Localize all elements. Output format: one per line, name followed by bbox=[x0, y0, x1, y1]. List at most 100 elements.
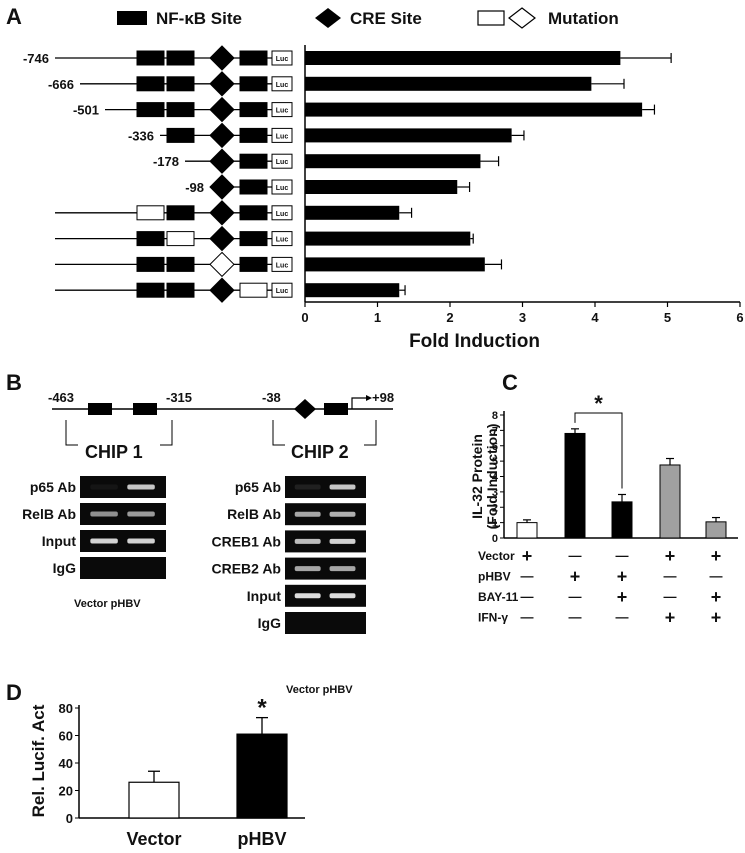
nfkb-site-1 bbox=[136, 256, 165, 272]
c-y-axis-label: IL-32 Protein bbox=[469, 434, 485, 519]
nfkb-site-3 bbox=[239, 50, 268, 66]
c-condition-mark: — bbox=[569, 610, 582, 625]
a-x-tick-label: 4 bbox=[591, 310, 599, 325]
legend-mutation-label: Mutation bbox=[548, 9, 619, 28]
nfkb-site-1 bbox=[136, 282, 165, 298]
c-condition-mark: + bbox=[665, 608, 676, 628]
panel-c-il32-chart: 0 1 2 3 4 5 6 7 8 IL-32 Protein (Fold Induction) * V… bbox=[469, 391, 738, 628]
gel-row-label: IgG bbox=[53, 560, 76, 576]
gel-row bbox=[285, 557, 366, 580]
chip2-bracket-right bbox=[364, 420, 377, 446]
legend-cre-label: CRE Site bbox=[350, 9, 422, 28]
d-y-tick-label: 0 bbox=[66, 811, 73, 826]
cre-site bbox=[209, 71, 235, 97]
legend: NF-κB Site CRE Site Mutation bbox=[117, 7, 619, 29]
panel-d-luciferase-chart: 0 20 40 60 80 Rel. Lucif. Act Vector pHBV * bbox=[29, 695, 305, 849]
luc-box bbox=[271, 76, 293, 92]
gel-band bbox=[294, 538, 321, 544]
c-bar bbox=[564, 432, 586, 539]
nfkb-site-2 bbox=[166, 102, 195, 118]
d-y-tick-label: 60 bbox=[59, 729, 73, 744]
nfkb-site-3 bbox=[239, 179, 268, 195]
construct-start-label: -336 bbox=[128, 128, 154, 143]
d-y-tick-label: 20 bbox=[59, 784, 73, 799]
c-condition-mark: — bbox=[616, 610, 629, 625]
chip1-lane-labels: Vector pHBV bbox=[74, 598, 141, 610]
gel-band bbox=[90, 484, 118, 490]
gel-row bbox=[80, 530, 166, 552]
nfkb-site-1 bbox=[136, 50, 165, 66]
a-bar bbox=[305, 154, 481, 169]
construct-start-label: -178 bbox=[153, 154, 179, 169]
nfkb-site-2 bbox=[166, 256, 195, 272]
chip2-lane-labels: Vector pHBV bbox=[286, 684, 353, 696]
c-condition-mark: — bbox=[521, 569, 534, 584]
c-y-tick-label: 6 bbox=[492, 441, 498, 453]
gel-band bbox=[329, 593, 356, 599]
gel-row bbox=[285, 584, 366, 607]
luc-box bbox=[271, 153, 293, 169]
d-significance-star: * bbox=[257, 695, 267, 722]
c-condition-mark: + bbox=[570, 567, 581, 587]
luc-label: Luc bbox=[276, 133, 289, 140]
cre-site bbox=[294, 399, 316, 419]
nfkb-site-1 bbox=[136, 76, 165, 92]
luc-box bbox=[271, 102, 293, 118]
nfkb-site-3 bbox=[239, 205, 268, 221]
luc-box bbox=[271, 179, 293, 195]
nfkb-site-1 bbox=[136, 205, 165, 221]
gel-band bbox=[329, 511, 356, 517]
panel-letter-d: D bbox=[6, 680, 22, 705]
gel-row bbox=[80, 476, 166, 498]
c-bar bbox=[705, 521, 727, 539]
luc-box bbox=[271, 256, 293, 272]
construct-start-label: -746 bbox=[23, 51, 49, 66]
chip2-gel: p65 Ab RelB Ab CREB1 Ab CREB2 Ab Input IgG bbox=[212, 476, 366, 634]
luc-label: Luc bbox=[276, 185, 289, 192]
c-condition-mark: — bbox=[616, 548, 629, 563]
a-bar bbox=[305, 283, 400, 298]
cre-site bbox=[209, 225, 235, 252]
luc-box bbox=[271, 282, 293, 298]
cre-site bbox=[209, 122, 235, 149]
gel-band bbox=[294, 566, 321, 572]
construct-start-label: -666 bbox=[48, 77, 74, 92]
gel-band bbox=[294, 484, 321, 490]
nfkb-site-3 bbox=[239, 153, 268, 169]
nfkb-site-1 bbox=[136, 231, 165, 247]
a-x-tick-label: 6 bbox=[736, 310, 743, 325]
cre-site bbox=[209, 277, 235, 303]
tss-arrow bbox=[351, 397, 366, 409]
luc-label: Luc bbox=[276, 262, 289, 269]
c-condition-mark: + bbox=[522, 546, 533, 566]
coord-minus-315: -315 bbox=[166, 390, 192, 405]
chip1-title: CHIP 1 bbox=[85, 442, 143, 462]
gel-row bbox=[285, 503, 366, 526]
luc-label: Luc bbox=[276, 56, 289, 63]
panel-a-construct-chart: 0 1 2 3 4 5 6 Fold Induction -746 Luc -666 Luc -501 L… bbox=[23, 45, 744, 352]
luc-box bbox=[271, 50, 293, 66]
nfkb-site-2 bbox=[166, 231, 195, 247]
c-condition-mark: — bbox=[569, 589, 582, 604]
nfkb-site-2 bbox=[166, 50, 195, 66]
a-x-tick-label: 1 bbox=[374, 310, 381, 325]
a-bar bbox=[305, 231, 471, 246]
nfkb-site bbox=[133, 403, 157, 415]
c-y-tick-label: 0 bbox=[492, 533, 498, 545]
construct-start-label: -501 bbox=[73, 103, 99, 118]
luc-label: Luc bbox=[276, 237, 289, 244]
cre-site bbox=[209, 96, 235, 123]
c-condition-mark: — bbox=[664, 569, 677, 584]
gel-row bbox=[285, 612, 366, 634]
gel-band bbox=[294, 593, 321, 599]
c-bar bbox=[516, 522, 538, 539]
nfkb-site-2 bbox=[166, 205, 195, 221]
legend-nfkb-label: NF-κB Site bbox=[156, 9, 242, 28]
d-y-tick-label: 80 bbox=[59, 701, 73, 716]
a-bar bbox=[305, 180, 458, 194]
construct-start-label: -98 bbox=[185, 180, 204, 195]
c-condition-mark: + bbox=[665, 546, 676, 566]
legend-mutation-diamond-swatch bbox=[508, 7, 536, 29]
c-condition-mark: — bbox=[521, 610, 534, 625]
legend-mutation-box-swatch bbox=[477, 10, 505, 26]
